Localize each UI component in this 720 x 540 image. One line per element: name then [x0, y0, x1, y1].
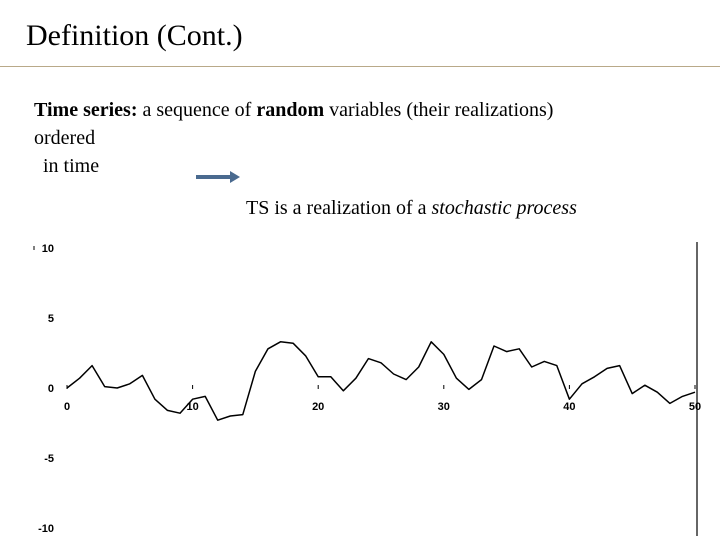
- ts-line-pre: TS is a realization of a: [246, 197, 432, 219]
- x-tick-label: 40: [563, 401, 575, 413]
- random-emphasis: random: [256, 99, 325, 121]
- x-tick-label: 30: [438, 401, 450, 413]
- term-label: Time series:: [34, 99, 138, 121]
- arrow-shaft: [196, 175, 232, 179]
- y-tick-label: 5: [48, 313, 54, 325]
- y-tick-label: -5: [44, 453, 54, 465]
- arrow-head: [230, 171, 240, 183]
- definition-post: variables (their realizations): [324, 99, 554, 121]
- ts-realization-line: TS is a realization of a stochastic proc…: [246, 194, 577, 222]
- definition-text: Time series: a sequence of random variab…: [34, 96, 553, 180]
- definition-line-3: in time: [43, 155, 100, 177]
- definition-pre: a sequence of: [137, 99, 257, 121]
- right-arrow-icon: [196, 171, 240, 183]
- y-tick-label: 10: [42, 243, 54, 255]
- definition-line-2: ordered: [34, 127, 96, 149]
- y-tick-label: 0: [48, 383, 54, 395]
- slide-title: Definition (Cont.): [26, 19, 243, 52]
- x-tick-label: 0: [64, 401, 70, 413]
- title-divider: [0, 66, 720, 67]
- y-tick-label: -10: [38, 523, 54, 535]
- definition-line-1: Time series: a sequence of random variab…: [34, 96, 553, 124]
- x-tick-label: 10: [186, 401, 198, 413]
- x-tick-label: 20: [312, 401, 324, 413]
- x-tick-label: 50: [689, 401, 701, 413]
- stochastic-process-emphasis: stochastic process: [431, 197, 577, 219]
- series-line-0: [66, 341, 696, 421]
